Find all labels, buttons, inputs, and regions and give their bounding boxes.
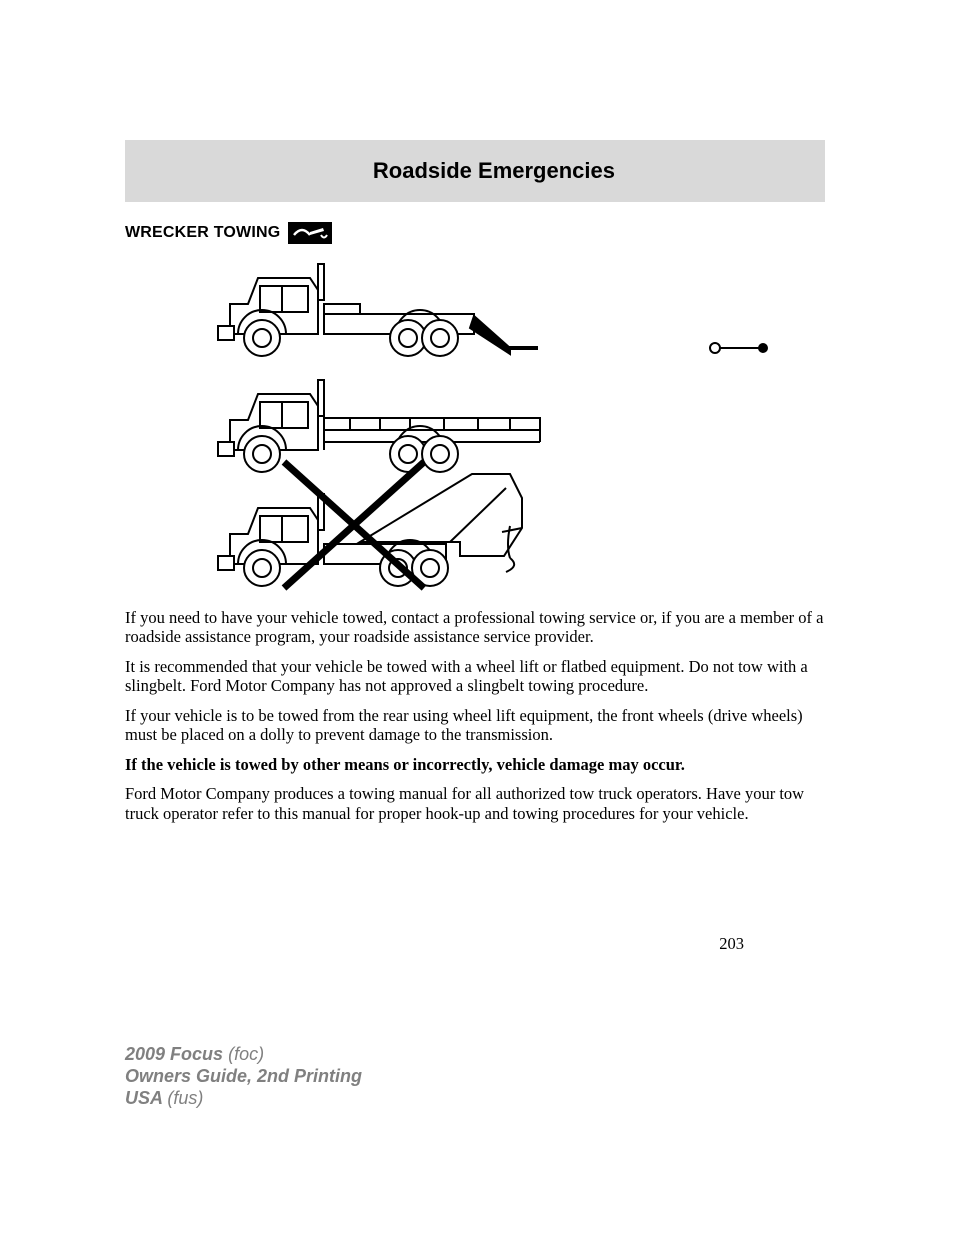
footer-block: 2009 Focus (foc) Owners Guide, 2nd Print… [125,1044,362,1110]
section-title: WRECKER TOWING [125,224,280,242]
chapter-header-band: Roadside Emergencies [125,140,825,202]
footer-guide: Owners Guide, 2nd Printing [125,1066,362,1086]
footer-line: Owners Guide, 2nd Printing [125,1066,362,1088]
section-heading-row: WRECKER TOWING [125,222,332,244]
footer-region: USA [125,1088,162,1108]
paragraph: Ford Motor Company produces a towing man… [125,784,825,823]
diagram-truck-slingbelt [218,462,522,588]
footer-region-code: (fus) [167,1088,203,1108]
paragraph: If your vehicle is to be towed from the … [125,706,825,745]
page: Roadside Emergencies WRECKER TOWING [0,0,954,1235]
diagram-truck-wheel-lift [218,264,767,356]
paragraph: If you need to have your vehicle towed, … [125,608,825,647]
footer-code: (foc) [228,1044,264,1064]
towing-diagram [210,248,770,592]
paragraph: It is recommended that your vehicle be t… [125,657,825,696]
footer-model: 2009 Focus [125,1044,223,1064]
diagram-truck-flatbed [218,380,540,472]
paragraph-warning: If the vehicle is towed by other means o… [125,755,825,774]
page-number: 203 [719,934,744,954]
footer-line: USA (fus) [125,1088,362,1110]
footer-line: 2009 Focus (foc) [125,1044,362,1066]
chapter-title: Roadside Emergencies [373,158,615,184]
maintenance-icon [288,222,332,244]
body-text-block: If you need to have your vehicle towed, … [125,608,825,833]
dolly-icon [710,343,767,353]
